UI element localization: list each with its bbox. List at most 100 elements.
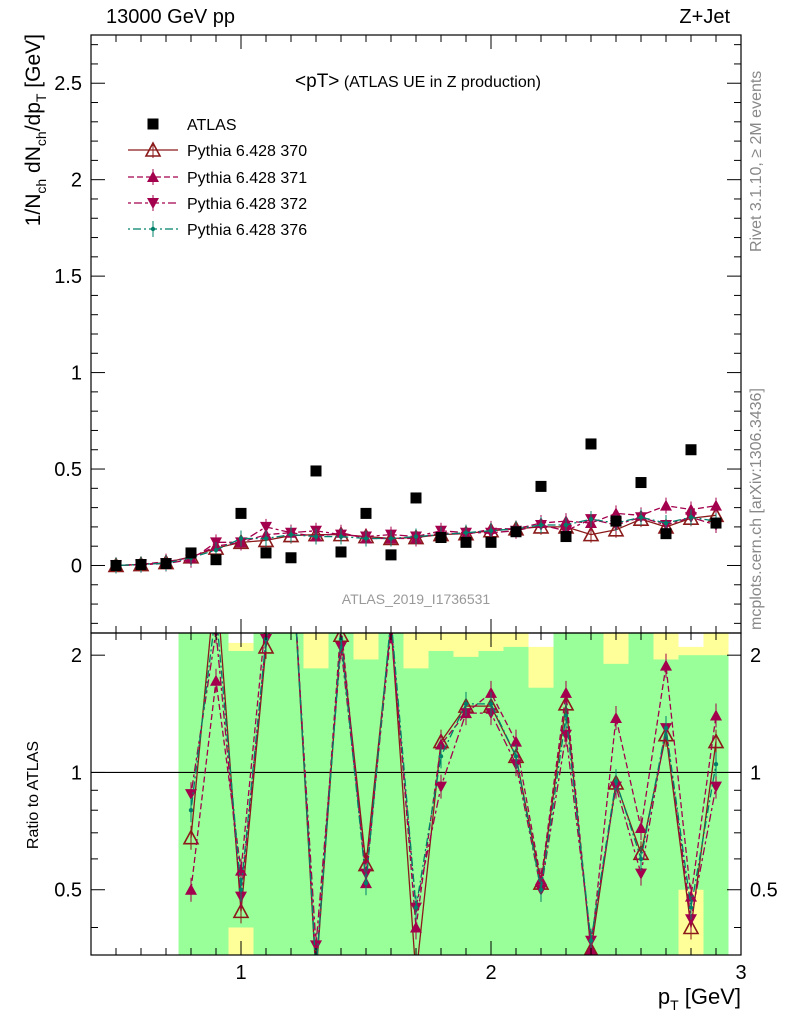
ratio-band-inner-19 bbox=[653, 659, 679, 955]
ratio-line-4 bbox=[190, 633, 717, 955]
ratio-point-4-21 bbox=[638, 856, 644, 862]
main-point-3-6 bbox=[260, 521, 272, 533]
ratio-point-2-11 bbox=[385, 615, 397, 626]
atlas-point-0 bbox=[110, 559, 122, 571]
ratio-point-3-18 bbox=[560, 729, 572, 741]
y-tick-label-3: 1.5 bbox=[54, 266, 82, 288]
main-point-4-18 bbox=[563, 522, 569, 528]
main-series-group bbox=[107, 438, 725, 574]
legend-label-3: Pythia 6.428 372 bbox=[187, 196, 307, 213]
ratio-tick-right-1: 1 bbox=[750, 762, 761, 784]
main-point-4-10 bbox=[363, 536, 369, 541]
ratio-point-1-12 bbox=[409, 969, 423, 982]
chart-title: <pT> (ATLAS UE in Z production) bbox=[295, 71, 541, 92]
y-axis-label: 1/Nch dNch/dpT [GeV] bbox=[22, 34, 49, 226]
ratio-point-4-14 bbox=[463, 701, 469, 707]
main-point-4-19 bbox=[588, 516, 594, 522]
atlas-point-18 bbox=[560, 531, 572, 543]
atlas-point-17 bbox=[535, 480, 547, 492]
ratio-point-4-4 bbox=[214, 609, 218, 613]
atlas-point-12 bbox=[410, 492, 422, 504]
main-point-1-19 bbox=[582, 525, 600, 542]
ratio-point-2-16 bbox=[510, 735, 522, 747]
legend-label-0: ATLAS bbox=[187, 117, 237, 134]
atlas-point-10 bbox=[360, 507, 372, 519]
ratio-point-2-3 bbox=[185, 883, 197, 895]
atlas-point-8 bbox=[310, 465, 322, 477]
ratio-point-2-13 bbox=[435, 738, 447, 750]
atlas-point-11 bbox=[385, 549, 397, 561]
analysis-watermark: ATLAS_2019_I1736531 bbox=[342, 591, 491, 607]
x-axis-label: pT [GeV] bbox=[658, 984, 741, 1013]
main-point-4-22 bbox=[663, 520, 669, 526]
main-point-4-17 bbox=[538, 522, 544, 528]
atlas-point-22 bbox=[660, 528, 672, 540]
ratio-point-2-12 bbox=[410, 921, 422, 933]
ratio-axis-label: Ratio to ATLAS bbox=[25, 741, 42, 849]
ratio-band-inner-8 bbox=[378, 633, 404, 955]
legend-label-2: Pythia 6.428 371 bbox=[187, 170, 307, 187]
atlas-point-13 bbox=[435, 532, 447, 544]
atlas-point-23 bbox=[685, 444, 697, 456]
ratio-point-4-19 bbox=[588, 938, 594, 943]
ratio-point-4-13 bbox=[438, 754, 444, 759]
atlas-point-1 bbox=[135, 559, 147, 571]
legend-label-4: Pythia 6.428 376 bbox=[187, 222, 307, 239]
legend-marker-3 bbox=[147, 198, 159, 209]
ratio-point-2-24 bbox=[710, 709, 722, 721]
ratio-band-inner-7 bbox=[353, 659, 379, 955]
ratio-band-inner-5 bbox=[303, 668, 329, 955]
ratio-point-2-22 bbox=[660, 659, 672, 671]
ratio-point-3-23 bbox=[685, 914, 697, 926]
ratio-point-4-10 bbox=[363, 880, 369, 886]
ratio-point-1-23 bbox=[682, 918, 700, 935]
atlas-point-9 bbox=[335, 546, 347, 558]
legend: ATLAS Pythia 6.428 370 Pythia 6.428 371 Pyt… bbox=[128, 117, 307, 239]
ratio-point-4-8 bbox=[314, 968, 318, 972]
ratio-point-2-8 bbox=[310, 965, 322, 976]
ratio-band-inner-10 bbox=[428, 650, 454, 955]
main-point-4-15 bbox=[488, 528, 494, 533]
main-point-4-14 bbox=[463, 530, 469, 535]
ratio-point-1-22 bbox=[657, 726, 675, 742]
ratio-point-1-3 bbox=[182, 829, 200, 845]
ratio-line-2 bbox=[190, 633, 717, 955]
ratio-point-4-23 bbox=[688, 905, 694, 910]
collision-label: 13000 GeV pp bbox=[106, 6, 235, 28]
main-point-4-23 bbox=[688, 515, 694, 520]
main-point-2-24 bbox=[710, 499, 722, 511]
x-tick-label-0: 1 bbox=[235, 962, 246, 984]
atlas-point-24 bbox=[710, 517, 722, 529]
ratio-point-4-5 bbox=[238, 887, 244, 892]
main-point-4-8 bbox=[313, 534, 319, 539]
ratio-point-2-20 bbox=[610, 711, 622, 723]
main-point-2-22 bbox=[660, 499, 672, 511]
ratio-point-1-8 bbox=[309, 969, 323, 982]
ratio-point-4-24 bbox=[713, 762, 719, 767]
atlas-point-2 bbox=[160, 558, 172, 570]
main-point-4-4 bbox=[213, 547, 219, 553]
atlas-point-4 bbox=[210, 554, 222, 566]
ratio-series-group bbox=[91, 609, 741, 982]
main-point-2-23 bbox=[685, 503, 697, 515]
ratio-point-2-6 bbox=[260, 611, 272, 622]
x-tick-label-2: 3 bbox=[735, 962, 746, 984]
atlas-point-6 bbox=[260, 547, 272, 559]
ratio-tick-right-2: 2 bbox=[750, 645, 761, 667]
ratio-point-3-8 bbox=[310, 940, 322, 952]
main-point-4-6 bbox=[263, 536, 269, 541]
ratio-point-4-11 bbox=[389, 615, 393, 619]
ratio-band-inner-18 bbox=[628, 633, 654, 955]
legend-marker-atlas bbox=[147, 118, 159, 130]
legend-marker-2 bbox=[147, 171, 159, 182]
y-tick-label-0: 0 bbox=[71, 555, 82, 577]
atlas-point-21 bbox=[635, 477, 647, 489]
ratio-point-2-18 bbox=[560, 686, 572, 698]
ratio-point-1-6 bbox=[257, 638, 275, 654]
main-point-4-21 bbox=[638, 515, 644, 520]
atlas-point-14 bbox=[460, 536, 472, 548]
ratio-band-inner-3 bbox=[253, 633, 279, 955]
atlas-point-3 bbox=[185, 547, 197, 559]
main-point-1-20 bbox=[607, 521, 625, 537]
